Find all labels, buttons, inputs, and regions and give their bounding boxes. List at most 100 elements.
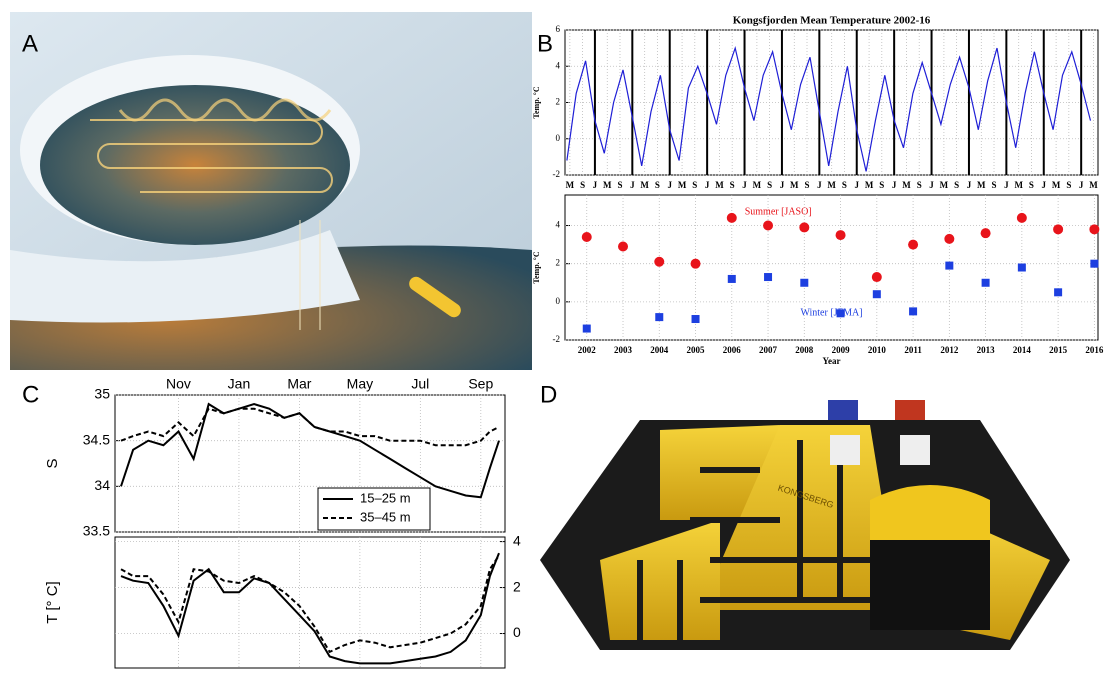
x-tick-label: 2014	[1013, 345, 1032, 355]
y-tick-label: 6	[556, 24, 561, 34]
x-tick-label: J	[929, 180, 934, 190]
marker	[655, 313, 663, 321]
x-tick-label: M	[566, 180, 575, 190]
marker	[873, 290, 881, 298]
legend: 15–25 m 35–45 m	[318, 488, 430, 530]
x-tick-label: M	[865, 180, 874, 190]
y-tick-label: 4	[556, 220, 561, 230]
x-tick-label: 2004	[650, 345, 669, 355]
x-tick-label: J	[854, 180, 859, 190]
y-tick-label: 2	[556, 258, 561, 268]
x-tick-label: Jul	[411, 376, 429, 392]
marker	[836, 230, 846, 240]
chart: T [° C]024	[44, 532, 521, 668]
marker	[727, 213, 737, 223]
marker	[618, 242, 628, 252]
x-tick-label: J	[817, 180, 822, 190]
x-tick-label: J	[1004, 180, 1009, 190]
marker	[764, 273, 772, 281]
x-tick-label: 2007	[759, 345, 778, 355]
x-tick-label: S	[692, 180, 697, 190]
chart-title: Kongsfjorden Mean Temperature 2002-16	[733, 15, 931, 27]
x-tick-label: 2010	[868, 345, 887, 355]
plot-area	[115, 395, 505, 532]
x-tick-label: M	[1052, 180, 1061, 190]
x-tick-label: 2005	[687, 345, 706, 355]
marker	[1089, 224, 1099, 234]
x-tick-label: S	[992, 180, 997, 190]
x-tick-label: J	[780, 180, 785, 190]
y-tick-label: -2	[553, 334, 561, 344]
panel-label: B	[537, 30, 553, 57]
x-tick-label: 2006	[723, 345, 742, 355]
y-tick-label: 34	[94, 477, 110, 493]
y-tick-label: 4	[556, 60, 561, 70]
marker	[1090, 260, 1098, 268]
x-tick-label: 2015	[1049, 345, 1068, 355]
y-axis-label: Temp. °C	[532, 86, 541, 118]
y-tick-label: 35	[94, 386, 110, 402]
marker	[692, 315, 700, 323]
instrument-photo: KONGSBERG	[530, 375, 1105, 673]
x-tick-label: M	[827, 180, 836, 190]
x-tick-label: S	[580, 180, 585, 190]
y-tick-label: 34.5	[83, 431, 110, 447]
x-tick-label: May	[347, 376, 373, 392]
x-tick-label: J	[593, 180, 598, 190]
legend-label: 15–25 m	[360, 490, 411, 505]
x-tick-label: S	[1066, 180, 1071, 190]
x-tick-label: S	[617, 180, 622, 190]
marker	[583, 325, 591, 333]
x-tick-label: M	[678, 180, 687, 190]
x-tick-label: Jan	[228, 376, 251, 392]
x-tick-label: S	[1029, 180, 1034, 190]
series-label: Winter [JFMA]	[800, 307, 862, 318]
marker	[800, 279, 808, 287]
x-tick-label: J	[705, 180, 710, 190]
x-tick-label: S	[804, 180, 809, 190]
marker	[872, 272, 882, 282]
legend-label: 35–45 m	[360, 509, 411, 524]
y-tick-label: 2	[556, 97, 561, 107]
marker	[908, 240, 918, 250]
plot-area	[115, 537, 505, 668]
chart: Kongsfjorden Mean Temperature 2002-16 Tem…	[532, 15, 1098, 191]
marker	[799, 222, 809, 232]
x-tick-label: M	[940, 180, 949, 190]
y-axis-label: T [° C]	[44, 581, 61, 623]
y-tick-label: 2	[513, 578, 521, 594]
panel-label: D	[540, 381, 557, 408]
x-tick-label: J	[742, 180, 747, 190]
y-tick-label: 0	[556, 296, 561, 306]
x-tick-label: S	[879, 180, 884, 190]
y-tick-label: 33.5	[83, 523, 110, 539]
marker	[944, 234, 954, 244]
marker	[728, 275, 736, 283]
x-tick-label: J	[630, 180, 635, 190]
marker	[763, 221, 773, 231]
x-tick-label: M	[715, 180, 724, 190]
marker	[691, 259, 701, 269]
marker	[582, 232, 592, 242]
marker	[909, 307, 917, 315]
x-tick-label: Sep	[468, 376, 493, 392]
x-tick-label: 2003	[614, 345, 633, 355]
x-tick-label: S	[842, 180, 847, 190]
x-tick-label: S	[954, 180, 959, 190]
x-tick-label: S	[917, 180, 922, 190]
x-tick-label: M	[753, 180, 762, 190]
x-tick-label: M	[902, 180, 911, 190]
marker	[654, 257, 664, 267]
x-tick-label: M	[1014, 180, 1023, 190]
y-axis-label: S	[44, 458, 61, 468]
x-tick-label: 2012	[940, 345, 959, 355]
marker	[982, 279, 990, 287]
x-tick-label: J	[1042, 180, 1047, 190]
marker	[1054, 288, 1062, 296]
x-tick-label: S	[655, 180, 660, 190]
x-tick-label: Nov	[166, 376, 191, 392]
x-tick-label: M	[640, 180, 649, 190]
x-tick-label: 2002	[578, 345, 597, 355]
illustration	[10, 12, 532, 370]
x-tick-label: J	[892, 180, 897, 190]
